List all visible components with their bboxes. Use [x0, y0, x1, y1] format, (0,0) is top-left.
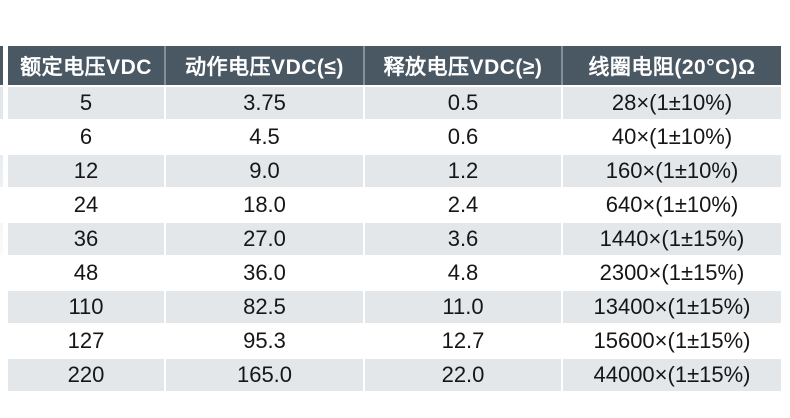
table-cell-operate-voltage: 18.0	[166, 189, 363, 221]
table-cell-rated-voltage: 36	[8, 223, 164, 255]
header-divider	[164, 46, 166, 85]
table-header-cell-rated-voltage: 额定电压VDC	[20, 55, 152, 79]
table-cell-release-voltage: 1.2	[365, 155, 561, 187]
table-cell-coil-resistance: 28×(1±10%)	[563, 87, 781, 119]
table-cell-rated-voltage: 12	[8, 155, 164, 187]
table-edge-fade	[0, 46, 3, 391]
table-cell-release-voltage: 0.5	[365, 87, 561, 119]
header-divider	[561, 46, 563, 85]
table-cell-operate-voltage: 9.0	[166, 155, 363, 187]
table-header-cell-operate-voltage: 动作电压VDC(≤)	[185, 55, 344, 79]
table-row: 6 4.5 0.6 40×(1±10%)	[8, 119, 781, 153]
table-row: 12 9.0 1.2 160×(1±10%)	[8, 153, 781, 187]
table-cell-release-voltage: 0.6	[365, 121, 561, 153]
table-cell-coil-resistance: 44000×(1±15%)	[563, 359, 781, 391]
table-row: 36 27.0 3.6 1440×(1±15%)	[8, 221, 781, 255]
spec-table: 额定电压VDC 动作电压VDC(≤) 释放电压VDC(≥) 线圈电阻(20°C)…	[8, 46, 781, 391]
table-cell-coil-resistance: 160×(1±10%)	[563, 155, 781, 187]
table-cell-coil-resistance: 640×(1±10%)	[563, 189, 781, 221]
table-cell-rated-voltage: 48	[8, 257, 164, 289]
table-cell-operate-voltage: 165.0	[166, 359, 363, 391]
table-cell-release-voltage: 3.6	[365, 223, 561, 255]
table-row: 127 95.3 12.7 15600×(1±15%)	[8, 323, 781, 357]
table-cell-operate-voltage: 36.0	[166, 257, 363, 289]
table-cell-release-voltage: 4.8	[365, 257, 561, 289]
table-cell-operate-voltage: 4.5	[166, 121, 363, 153]
table-header-row: 额定电压VDC 动作电压VDC(≤) 释放电压VDC(≥) 线圈电阻(20°C)…	[8, 46, 781, 85]
table-row: 110 82.5 11.0 13400×(1±15%)	[8, 289, 781, 323]
table-header-cell-coil-resistance: 线圈电阻(20°C)Ω	[588, 55, 756, 79]
table-body: 5 3.75 0.5 28×(1±10%) 6 4.5 0.6 40×(1±10…	[8, 85, 781, 391]
table-row: 24 18.0 2.4 640×(1±10%)	[8, 187, 781, 221]
table-cell-release-voltage: 11.0	[365, 291, 561, 323]
table-cell-release-voltage: 22.0	[365, 359, 561, 391]
table-cell-coil-resistance: 13400×(1±15%)	[563, 291, 781, 323]
table-edge-artifact	[0, 46, 3, 391]
table-cell-operate-voltage: 82.5	[166, 291, 363, 323]
table-row: 220 165.0 22.0 44000×(1±15%)	[8, 357, 781, 391]
table-cell-rated-voltage: 220	[8, 359, 164, 391]
table-cell-operate-voltage: 3.75	[166, 87, 363, 119]
table-cell-rated-voltage: 127	[8, 325, 164, 357]
table-row: 5 3.75 0.5 28×(1±10%)	[8, 85, 781, 119]
table-cell-operate-voltage: 95.3	[166, 325, 363, 357]
table-cell-rated-voltage: 6	[8, 121, 164, 153]
table-cell-rated-voltage: 110	[8, 291, 164, 323]
header-divider	[363, 46, 365, 85]
table-cell-coil-resistance: 15600×(1±15%)	[563, 325, 781, 357]
table-cell-coil-resistance: 2300×(1±15%)	[563, 257, 781, 289]
table-cell-release-voltage: 12.7	[365, 325, 561, 357]
table-cell-operate-voltage: 27.0	[166, 223, 363, 255]
table-cell-coil-resistance: 1440×(1±15%)	[563, 223, 781, 255]
table-cell-coil-resistance: 40×(1±10%)	[563, 121, 781, 153]
table-cell-rated-voltage: 5	[8, 87, 164, 119]
table-cell-rated-voltage: 24	[8, 189, 164, 221]
table-cell-release-voltage: 2.4	[365, 189, 561, 221]
table-row: 48 36.0 4.8 2300×(1±15%)	[8, 255, 781, 289]
table-header-cell-release-voltage: 释放电压VDC(≥)	[383, 55, 543, 79]
